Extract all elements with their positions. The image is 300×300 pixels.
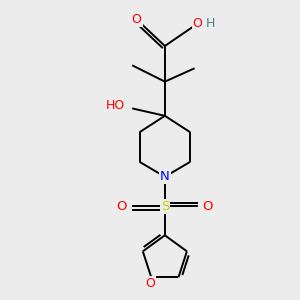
Text: N: N: [160, 170, 170, 183]
Text: O: O: [203, 200, 213, 213]
Text: O: O: [193, 17, 202, 30]
Text: O: O: [145, 277, 155, 290]
Text: O: O: [116, 200, 127, 213]
Text: O: O: [132, 13, 142, 26]
Text: H: H: [206, 17, 216, 30]
Text: S: S: [161, 200, 169, 213]
Text: HO: HO: [106, 99, 125, 112]
